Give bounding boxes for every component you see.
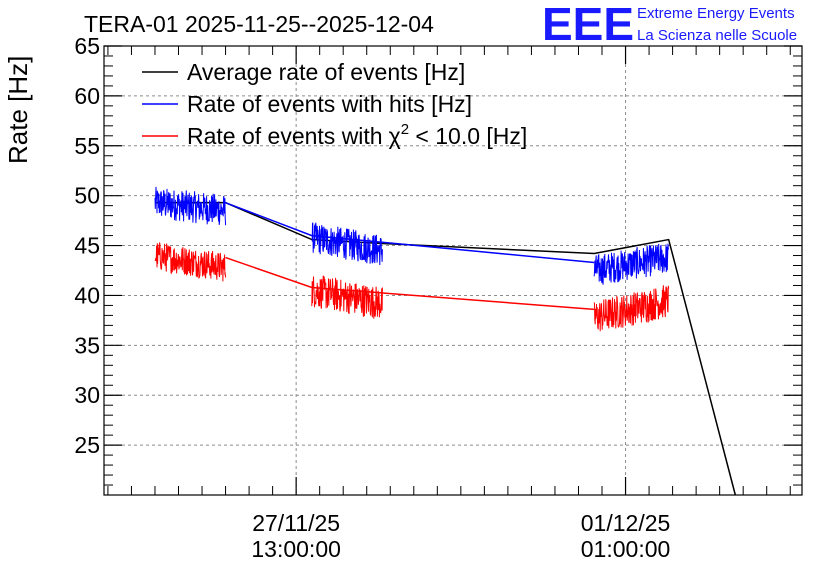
y-tick-label: 60 (74, 83, 100, 109)
y-tick-label: 30 (74, 382, 100, 408)
series-band (154, 186, 227, 226)
chart-title: TERA-01 2025-11-25--2025-12-04 (84, 11, 434, 37)
y-tick-label: 50 (74, 183, 100, 209)
series-connector (225, 201, 595, 264)
brand-line-1: Extreme Energy Events (637, 5, 795, 22)
y-tick-label: 45 (74, 233, 100, 259)
axis-ticks (104, 45, 802, 495)
y-tick-label: 65 (74, 33, 100, 59)
legend: Average rate of events [Hz] Rate of even… (142, 59, 527, 149)
legend-label-chi2: Rate of events with χ2 < 10.0 [Hz] (187, 121, 527, 149)
x-tick-label-time: 01:00:00 (581, 536, 671, 562)
series-average-line (154, 201, 737, 496)
y-tick-label: 55 (74, 133, 100, 159)
x-tick-label-date: 27/11/25 (252, 510, 340, 536)
brand-line-2: La Scienza nelle Scuole (637, 27, 797, 44)
y-axis-label: Rate [Hz] (3, 56, 33, 164)
y-tick-label: 25 (74, 432, 100, 458)
series-2 (154, 242, 670, 332)
legend-chi-exponent: 2 (401, 121, 409, 138)
x-tick-label-date: 01/12/25 (581, 510, 671, 536)
series-connector (225, 256, 595, 311)
series-1 (154, 186, 670, 285)
legend-chi-symbol: χ (389, 123, 401, 149)
y-tick-label: 40 (74, 282, 100, 308)
series-layer (154, 186, 737, 496)
series-0 (154, 201, 737, 496)
series-band (154, 242, 227, 282)
series-band (311, 275, 383, 319)
y-tick-label: 35 (74, 332, 100, 358)
x-tick-label-time: 13:00:00 (251, 536, 341, 562)
legend-label-average: Average rate of events [Hz] (187, 59, 465, 85)
plot-frame (103, 45, 803, 496)
eee-logo: EEE (542, 0, 634, 50)
series-band (311, 222, 383, 266)
legend-chi2-text: Rate of events with (187, 123, 383, 149)
grid (104, 46, 802, 495)
series-band (593, 243, 670, 285)
legend-label-hits: Rate of events with hits [Hz] (187, 91, 472, 117)
legend-chi2-tail: < 10.0 [Hz] (409, 123, 527, 149)
series-band (593, 285, 670, 332)
